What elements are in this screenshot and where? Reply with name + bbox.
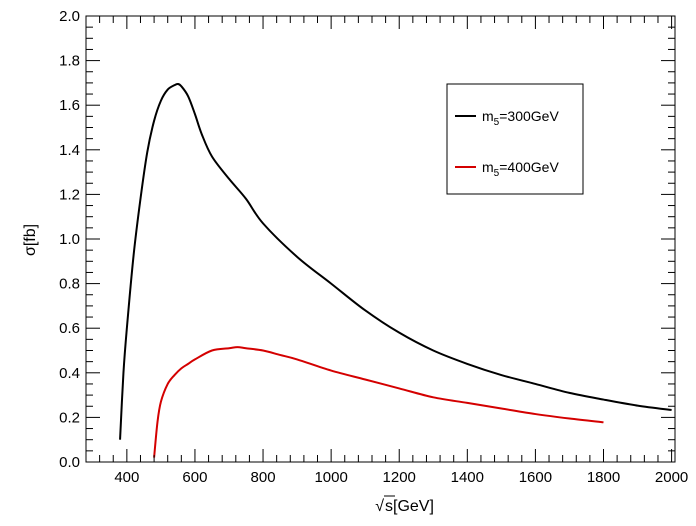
plot-frame bbox=[85, 15, 676, 463]
x-tick-label: 1600 bbox=[519, 469, 552, 486]
y-tick-label: 0.8 bbox=[59, 276, 80, 293]
x-tick-label: 600 bbox=[182, 469, 207, 486]
legend: m5=300GeV m5=400GeV bbox=[446, 83, 584, 195]
y-tick-label: 0.6 bbox=[59, 320, 80, 337]
x-axis-title-text: s[GeV] bbox=[385, 498, 434, 515]
y-axis-title: σ[fb] bbox=[22, 224, 39, 256]
y-tick-label: 1.6 bbox=[59, 97, 80, 114]
sqrt-symbol: √ bbox=[375, 498, 384, 515]
y-tick-label: 0.2 bbox=[59, 409, 80, 426]
legend-entry-m5-300: m5=300GeV bbox=[482, 108, 559, 128]
x-axis-title: √ s[GeV] bbox=[375, 495, 434, 515]
y-tick-label: 1.4 bbox=[59, 142, 80, 159]
x-tick-label: 800 bbox=[251, 469, 276, 486]
series-line-1 bbox=[153, 346, 604, 458]
x-tick-label: 1200 bbox=[383, 469, 416, 486]
y-tick-label: 1.8 bbox=[59, 53, 80, 70]
legend-box bbox=[446, 83, 584, 195]
x-tick-label: 1800 bbox=[587, 469, 620, 486]
y-tick-label: 0.0 bbox=[59, 454, 80, 471]
x-tick-label: 2000 bbox=[655, 469, 688, 486]
y-tick-label: 2.0 bbox=[59, 8, 80, 25]
y-tick-label: 1.2 bbox=[59, 186, 80, 203]
legend-entry-m5-400: m5=400GeV bbox=[482, 159, 559, 179]
x-tick-label: 1400 bbox=[451, 469, 484, 486]
x-tick-label: 400 bbox=[114, 469, 139, 486]
series-line-0 bbox=[119, 82, 672, 440]
y-tick-label: 1.0 bbox=[59, 231, 80, 248]
y-tick-label: 0.4 bbox=[59, 365, 80, 382]
x-tick-label: 1000 bbox=[314, 469, 347, 486]
